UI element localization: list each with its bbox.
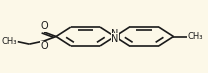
Text: O: O: [40, 41, 48, 51]
Text: O: O: [40, 21, 48, 31]
Text: N: N: [111, 29, 118, 39]
Text: CH₃: CH₃: [188, 32, 203, 41]
Text: N: N: [111, 34, 118, 44]
Text: CH₃: CH₃: [1, 37, 17, 46]
